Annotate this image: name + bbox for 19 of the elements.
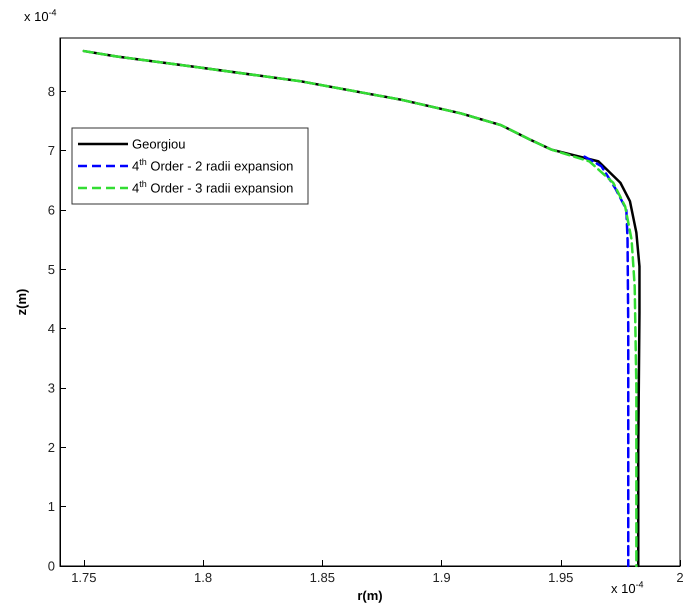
line-series: [583, 155, 630, 568]
x-tick-label: 1.75: [71, 570, 96, 585]
legend-label: Georgiou: [132, 136, 186, 152]
y-tick-label: 4: [48, 321, 55, 336]
y-tick-label: 5: [48, 262, 55, 277]
y-tick-label: 0: [48, 558, 55, 574]
x-axis-title: r(m): [357, 588, 383, 603]
x-tick-label: 1.9: [432, 570, 451, 585]
x-tick-label: 1.85: [310, 570, 335, 585]
y-axis-title: z(m): [14, 288, 29, 316]
y-tick-label: 3: [48, 380, 55, 396]
y-tick-label: 6: [48, 202, 55, 218]
y-tick-label: 2: [48, 440, 55, 455]
y-tick-label: 8: [48, 84, 55, 99]
x-tick-label: 1.95: [548, 570, 574, 585]
x-tick-label: 2: [676, 570, 684, 585]
x-tick-label: 1.8: [194, 570, 212, 585]
y-tick-label: 7: [48, 143, 55, 158]
y-tick-label: 1: [48, 499, 55, 514]
